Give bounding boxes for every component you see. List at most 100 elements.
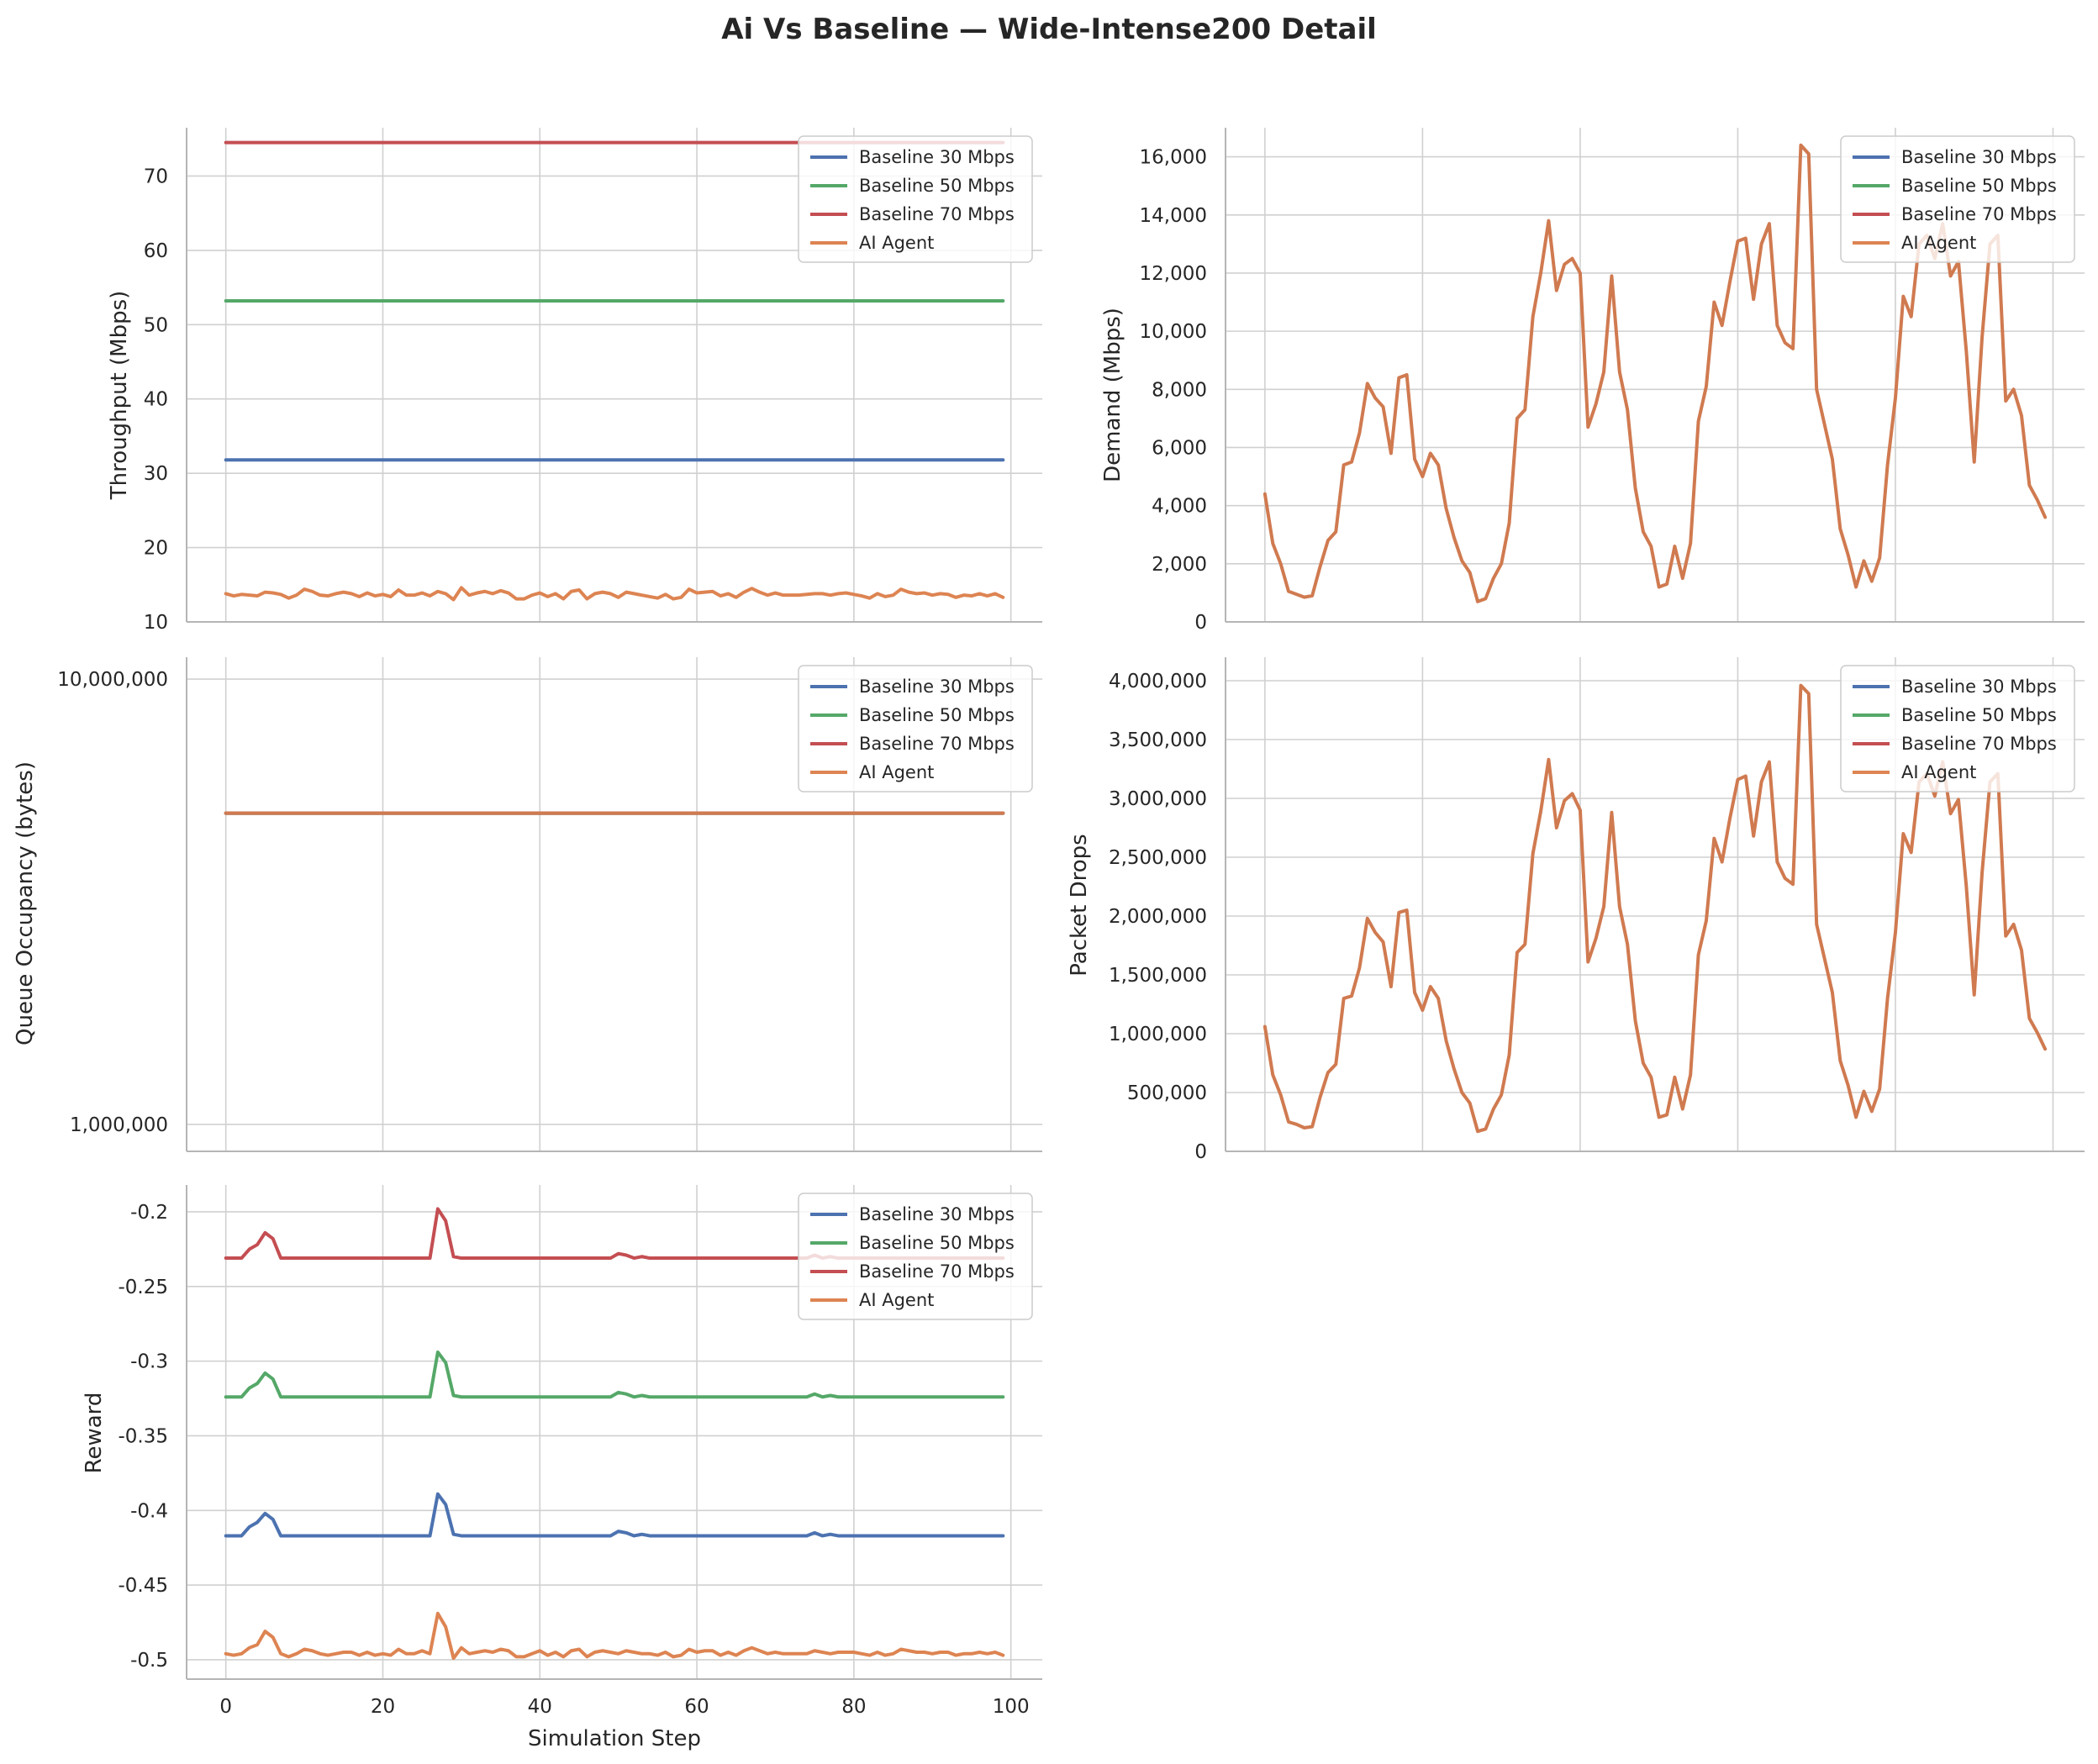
chart-drops-ytick-label: 3,000,000: [1109, 788, 1207, 810]
chart-drops-ylabel: Packet Drops: [1067, 834, 1092, 976]
chart-reward-xtick-label: 20: [371, 1696, 395, 1718]
chart-queue-ytick-label: 10,000,000: [57, 669, 168, 691]
chart-reward-ytick-label: -0.4: [130, 1500, 168, 1522]
chart-demand-series: [1262, 143, 2048, 603]
chart-demand-legend-label-baseline-50-mbps: Baseline 50 Mbps: [1901, 176, 2057, 196]
chart-demand-legend-label-ai-agent: AI Agent: [1901, 233, 1976, 253]
chart-demand-series-ai-agent: [1262, 143, 2048, 603]
chart-drops-legend: Baseline 30 Mbps Baseline 50 Mbps Baseline…: [1840, 665, 2075, 792]
chart-queue-legend-label-baseline-70-mbps: Baseline 70 Mbps: [859, 734, 1015, 754]
chart-throughput-ylabel: Throughput (Mbps): [107, 291, 132, 501]
chart-throughput-ytick-label: 50: [144, 314, 168, 336]
chart-drops-ytick-label: 0: [1194, 1141, 1207, 1163]
chart-throughput-ytick-label: 30: [144, 463, 168, 485]
chart-reward-ytick-label: -0.25: [118, 1277, 168, 1298]
chart-drops-ytick-label: 3,500,000: [1109, 729, 1207, 751]
chart-demand-axes: [1225, 128, 2085, 623]
chart-demand-ytick-label: 10,000: [1140, 321, 1207, 343]
panel-reward: -0.5 -0.45 -0.4 -0.35 -0.3 -0.25 -0.2 0 20 40 60 80…: [82, 1185, 1042, 1751]
chart-demand-ytick-label: 4,000: [1152, 496, 1207, 518]
chart-reward-legend-label-baseline-30-mbps: Baseline 30 Mbps: [859, 1204, 1015, 1224]
panel-demand: 0 2,000 4,000 6,000 8,000 10,000 12,000 14,000 1…: [1100, 128, 2085, 634]
chart-throughput-ytick-label: 60: [144, 240, 168, 262]
chart-drops-ytick-label: 1,000,000: [1109, 1024, 1207, 1045]
chart-drops-series-ai-agent: [1262, 683, 2048, 1134]
chart-reward-ytick-label: -0.3: [130, 1351, 168, 1373]
chart-queue-legend-label-baseline-30-mbps: Baseline 30 Mbps: [859, 677, 1015, 697]
chart-drops-grid: [1226, 657, 2085, 1152]
chart-demand-ytick-label: 12,000: [1140, 263, 1207, 285]
chart-queue-legend-label-baseline-50-mbps: Baseline 50 Mbps: [859, 705, 1015, 725]
chart-drops-legend-label-baseline-50-mbps: Baseline 50 Mbps: [1901, 705, 2057, 725]
chart-reward-legend: Baseline 30 Mbps Baseline 50 Mbps Baseline…: [798, 1193, 1033, 1320]
chart-reward-xtick-label: 80: [841, 1696, 866, 1718]
chart-drops-legend-label-ai-agent: AI Agent: [1901, 762, 1976, 782]
panel-drops: 0 500,000 1,000,000 1,500,000 2,000,000 2,500…: [1067, 657, 2085, 1163]
chart-demand-legend: Baseline 30 Mbps Baseline 50 Mbps Baseline…: [1840, 135, 2075, 263]
chart-reward-series-baseline-50-mbps: [224, 1350, 1005, 1399]
chart-throughput-ytick-label: 40: [144, 389, 168, 411]
chart-queue-legend-label-ai-agent: AI Agent: [859, 762, 934, 782]
chart-drops-ytick-label: 2,000,000: [1109, 906, 1207, 928]
chart-throughput-legend-label-baseline-50-mbps: Baseline 50 Mbps: [859, 176, 1015, 196]
chart-queue-ylabel: Queue Occupancy (bytes): [13, 761, 38, 1045]
chart-queue-legend-box: [798, 665, 1033, 792]
chart-reward-ytick-label: -0.2: [130, 1202, 168, 1224]
chart-drops-ytick-label: 1,500,000: [1109, 965, 1207, 987]
chart-reward-ticks: -0.5 -0.45 -0.4 -0.35 -0.3 -0.25 -0.2 0 20 40 60 80…: [118, 1202, 1029, 1718]
chart-throughput-series-ai-agent: [224, 586, 1005, 602]
chart-reward-ytick-label: -0.35: [118, 1425, 168, 1447]
chart-drops-axes: [1225, 657, 2085, 1152]
chart-drops-ytick-label: 500,000: [1127, 1082, 1207, 1104]
chart-throughput-series: [224, 140, 1005, 602]
chart-reward-legend-label-ai-agent: AI Agent: [859, 1290, 934, 1310]
panel-queue: 1,000,000 10,000,000 Queue Occupancy (byt…: [13, 657, 1042, 1152]
chart-queue-ticks: 1,000,000 10,000,000: [57, 669, 168, 1136]
chart-drops-series: [1262, 683, 2048, 1134]
chart-throughput-legend-label-baseline-70-mbps: Baseline 70 Mbps: [859, 204, 1015, 224]
chart-reward-legend-box: [798, 1193, 1033, 1320]
chart-demand-ytick-label: 0: [1194, 612, 1207, 634]
chart-reward-ytick-label: -0.5: [130, 1650, 168, 1672]
chart-reward-series-baseline-30-mbps: [224, 1492, 1005, 1538]
chart-throughput-axes: [186, 128, 1042, 623]
chart-reward-ylabel: Reward: [82, 1393, 107, 1474]
chart-demand-ytick-label: 6,000: [1152, 437, 1207, 459]
chart-queue-legend: Baseline 30 Mbps Baseline 50 Mbps Baseline…: [798, 665, 1033, 792]
chart-throughput-ytick-label: 10: [144, 612, 168, 634]
chart-demand-ytick-label: 14,000: [1140, 205, 1207, 227]
chart-drops-ticks: 0 500,000 1,000,000 1,500,000 2,000,000 2,500…: [1109, 671, 1207, 1163]
chart-drops-legend-label-baseline-30-mbps: Baseline 30 Mbps: [1901, 677, 2057, 697]
chart-throughput-legend-label-ai-agent: AI Agent: [859, 233, 934, 253]
chart-reward-series-ai-agent: [224, 1611, 1005, 1661]
chart-demand-legend-label-baseline-30-mbps: Baseline 30 Mbps: [1901, 147, 2057, 167]
chart-reward-legend-label-baseline-50-mbps: Baseline 50 Mbps: [859, 1233, 1015, 1253]
chart-reward-xtick-label: 60: [684, 1696, 709, 1718]
chart-demand-ytick-label: 8,000: [1152, 379, 1207, 401]
chart-demand-legend-label-baseline-70-mbps: Baseline 70 Mbps: [1901, 204, 2057, 224]
chart-queue-axes: [186, 657, 1042, 1152]
figure-title: Ai Vs Baseline — Wide-Intense200 Detail: [721, 13, 1377, 46]
chart-reward-xlabel: Simulation Step: [528, 1726, 701, 1751]
chart-demand-ticks: 0 2,000 4,000 6,000 8,000 10,000 12,000 14,000 1…: [1140, 147, 1207, 634]
chart-reward-ytick-label: -0.45: [118, 1575, 168, 1597]
chart-drops-legend-label-baseline-70-mbps: Baseline 70 Mbps: [1901, 734, 2057, 754]
chart-throughput-ticks: 10 20 30 40 50 60 70: [144, 166, 168, 634]
panel-throughput: 10 20 30 40 50 60 70 Throughput (Mbps) Baselin…: [107, 128, 1042, 634]
chart-reward-axes: [186, 1185, 1042, 1680]
chart-demand-legend-box: [1840, 135, 2075, 263]
chart-throughput-legend-label-baseline-30-mbps: Baseline 30 Mbps: [859, 147, 1015, 167]
chart-reward-legend-label-baseline-70-mbps: Baseline 70 Mbps: [859, 1261, 1015, 1282]
chart-reward-xtick-label: 40: [528, 1696, 552, 1718]
chart-reward-xtick-label: 100: [993, 1696, 1030, 1718]
chart-reward-xtick-label: 0: [219, 1696, 232, 1718]
chart-drops-legend-box: [1840, 665, 2075, 792]
chart-demand-ytick-label: 2,000: [1152, 554, 1207, 576]
chart-queue-ytick-label: 1,000,000: [70, 1114, 168, 1136]
chart-throughput-ytick-label: 20: [144, 538, 168, 560]
chart-drops-ytick-label: 2,500,000: [1109, 847, 1207, 869]
chart-throughput-legend: Baseline 30 Mbps Baseline 50 Mbps Baseline…: [798, 135, 1033, 263]
chart-drops-ytick-label: 4,000,000: [1109, 671, 1207, 692]
chart-throughput-legend-box: [798, 135, 1033, 263]
